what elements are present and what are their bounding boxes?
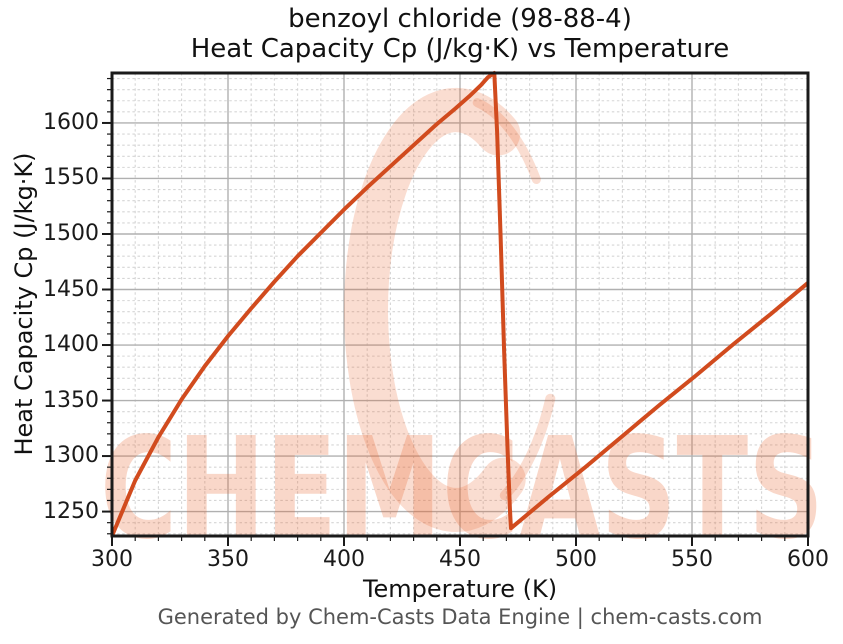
y-tick-label: 1550 xyxy=(43,165,99,191)
y-tick-label: 1250 xyxy=(43,498,99,524)
y-tick-label: 1400 xyxy=(43,332,99,358)
x-tick-label: 300 xyxy=(91,547,133,572)
y-tick-label: 1600 xyxy=(43,109,99,135)
chart-title: benzoyl chloride (98-88-4) Heat Capacity… xyxy=(112,4,808,64)
chart-title-line2: Heat Capacity Cp (J/kg·K) vs Temperature xyxy=(190,34,730,64)
x-tick-label: 400 xyxy=(323,547,365,572)
y-tick-label: 1500 xyxy=(43,220,99,246)
x-tick-label: 550 xyxy=(671,547,713,572)
x-axis-label: Temperature (K) xyxy=(362,575,558,603)
watermark-ring-stroke xyxy=(344,88,526,532)
watermark-text: CHEMCASTS xyxy=(100,408,824,571)
x-tick-label: 450 xyxy=(439,547,481,572)
y-tick-label: 1300 xyxy=(43,443,99,469)
y-axis-label: Heat Capacity Cp (J/kg·K) xyxy=(10,152,38,456)
y-tick-label: 1450 xyxy=(43,276,99,302)
chart-title-line1: benzoyl chloride (98-88-4) xyxy=(288,4,632,34)
x-tick-label: 350 xyxy=(207,547,249,572)
chemcasts-watermark: CHEMCASTS xyxy=(100,88,824,571)
x-tick-label: 500 xyxy=(555,547,597,572)
watermark-ring-stroke xyxy=(499,393,556,501)
cp-curve xyxy=(110,71,810,537)
watermark-ring-stroke xyxy=(472,98,541,184)
footer-credit: Generated by Chem-Casts Data Engine | ch… xyxy=(157,605,763,629)
y-tick-label: 1350 xyxy=(43,387,99,413)
cp-curve-line xyxy=(110,71,810,537)
x-tick-label: 600 xyxy=(787,547,829,572)
axis-ticks xyxy=(102,77,809,546)
